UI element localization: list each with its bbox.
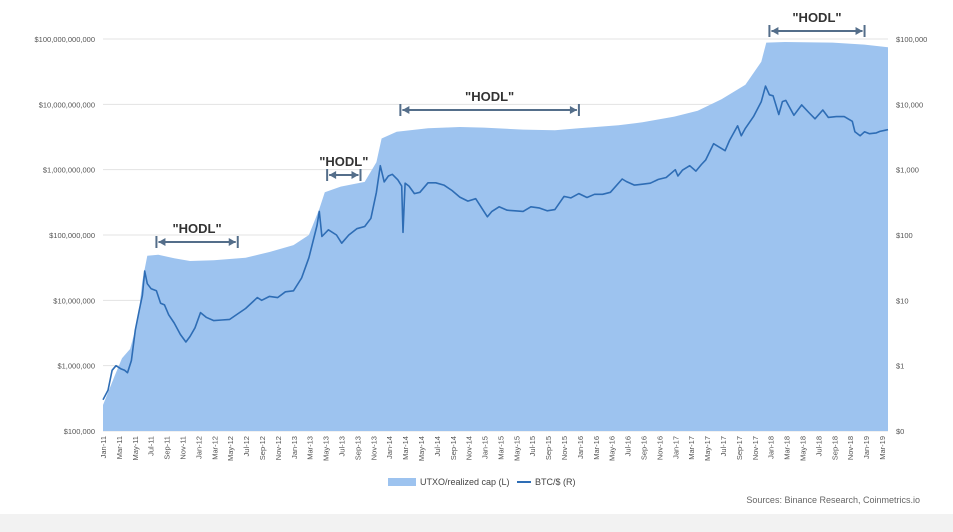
x-tick-label: May-16 — [608, 436, 617, 461]
y-right-tick-label: $100,000 — [896, 35, 927, 44]
x-tick-label: May-14 — [417, 436, 426, 461]
y-right-tick-label: $1,000 — [896, 166, 919, 175]
x-tick-label: Jul-16 — [624, 436, 633, 456]
x-tick-label: Jul-15 — [528, 436, 537, 456]
hodl-annotations: "HODL" "HODL" "HODL" "HODL" — [155, 10, 866, 248]
btc-price-line — [102, 85, 889, 401]
x-tick-label: Sep-15 — [544, 436, 553, 460]
legend: UTXO/realized cap (L) BTC/$ (R) — [388, 477, 576, 487]
hodl-arrow-right — [569, 106, 577, 114]
y-left-tick-label: $10,000,000,000 — [39, 100, 95, 109]
legend-area-label: UTXO/realized cap (L) — [420, 477, 510, 487]
y-axis-right: $0 $1 $10 $100 $1,000 $10,000 $100,000 — [896, 35, 927, 436]
hodl-label: "HODL" — [319, 154, 368, 169]
x-tick-label: Jul-12 — [242, 436, 251, 456]
hodl-arrow-left — [329, 171, 337, 179]
x-tick-label: Mar-14 — [401, 436, 410, 460]
x-tick-label: Mar-19 — [878, 436, 887, 460]
x-tick-label: Nov-13 — [369, 436, 378, 460]
x-tick-label: Jan-12 — [194, 436, 203, 459]
x-tick-label: Nov-12 — [274, 436, 283, 460]
x-tick-label: Jan-15 — [481, 436, 490, 459]
x-tick-label: Mar-16 — [592, 436, 601, 460]
x-tick-label: Mar-15 — [496, 436, 505, 460]
x-tick-label: Mar-17 — [687, 436, 696, 460]
y-left-tick-label: $100,000,000,000 — [35, 35, 95, 44]
x-tick-label: Mar-18 — [783, 436, 792, 460]
x-tick-label: Nov-15 — [560, 436, 569, 460]
y-axis-left: $100,000 $1,000,000 $10,000,000 $100,000,00… — [35, 35, 95, 436]
x-tick-label: May-18 — [799, 436, 808, 461]
x-tick-label: Sep-13 — [353, 436, 362, 460]
y-right-tick-label: $100 — [896, 231, 913, 240]
utxo-area — [103, 42, 888, 431]
legend-line-label: BTC/$ (R) — [535, 477, 576, 487]
x-tick-label: Sep-17 — [735, 436, 744, 460]
x-tick-label: Jan-16 — [576, 436, 585, 459]
hodl-annotation: "HODL" — [319, 154, 368, 181]
x-tick-label: May-11 — [131, 436, 140, 460]
x-tick-label: Sep-16 — [640, 436, 649, 460]
x-tick-label: Nov-17 — [751, 436, 760, 460]
legend-area-swatch — [388, 478, 416, 486]
x-tick-label: May-15 — [512, 436, 521, 461]
x-tick-label: Mar-12 — [210, 436, 219, 460]
x-tick-label: Jan-17 — [671, 436, 680, 459]
x-tick-label: May-13 — [322, 436, 331, 461]
x-tick-label: Mar-13 — [306, 436, 315, 460]
x-tick-label: Nov-16 — [655, 436, 664, 460]
hodl-arrow-left — [771, 27, 779, 35]
x-tick-label: Jan-11 — [99, 436, 108, 458]
x-tick-label: Sep-12 — [258, 436, 267, 460]
hodl-label: "HODL" — [465, 89, 514, 104]
utxo-area-series — [103, 42, 888, 431]
btc-price-series — [102, 85, 889, 401]
x-tick-label: Mar-11 — [115, 436, 124, 459]
hodl-annotation: "HODL" — [768, 10, 866, 37]
y-left-tick-label: $10,000,000 — [53, 296, 95, 305]
x-tick-label: May-17 — [703, 436, 712, 461]
bottom-strip — [0, 514, 953, 532]
source-note: Sources: Binance Research, Coinmetrics.i… — [746, 495, 920, 505]
hodl-annotation: "HODL" — [399, 89, 580, 116]
y-left-tick-label: $100,000 — [64, 427, 95, 436]
y-right-tick-label: $1 — [896, 362, 904, 371]
hodl-arrow-right — [228, 238, 236, 246]
x-tick-label: Nov-14 — [465, 436, 474, 460]
x-tick-label: Jul-14 — [433, 436, 442, 456]
x-tick-label: Jan-19 — [862, 436, 871, 459]
y-left-tick-label: $1,000,000,000 — [43, 166, 95, 175]
y-right-tick-label: $10,000 — [896, 100, 923, 109]
x-tick-label: Jul-11 — [147, 436, 156, 456]
hodl-arrow-left — [158, 238, 166, 246]
hodl-arrow-left — [402, 106, 410, 114]
x-tick-label: Sep-11 — [163, 436, 172, 460]
x-tick-label: May-12 — [226, 436, 235, 461]
x-tick-label: Sep-18 — [830, 436, 839, 460]
y-left-tick-label: $100,000,000 — [49, 231, 95, 240]
hodl-label: "HODL" — [173, 221, 222, 236]
x-axis: Jan-11 Mar-11 May-11 Jul-11 Sep-11 Nov-11 Jan-… — [99, 436, 887, 461]
y-left-tick-label: $1,000,000 — [57, 362, 95, 371]
x-tick-label: Sep-14 — [449, 436, 458, 460]
y-right-tick-label: $10 — [896, 296, 909, 305]
x-tick-label: Jul-18 — [814, 436, 823, 456]
hodl-annotation: "HODL" — [155, 221, 239, 248]
x-tick-label: Nov-18 — [846, 436, 855, 460]
hodl-label: "HODL" — [792, 10, 841, 25]
x-tick-label: Jan-14 — [385, 436, 394, 459]
y-right-tick-label: $0 — [896, 427, 904, 436]
hodl-arrow-right — [351, 171, 359, 179]
x-tick-label: Jan-18 — [767, 436, 776, 459]
x-tick-label: Jul-13 — [338, 436, 347, 456]
x-tick-label: Jul-17 — [719, 436, 728, 456]
x-tick-label: Nov-11 — [179, 436, 188, 460]
hodl-arrow-right — [855, 27, 863, 35]
x-tick-label: Jan-13 — [290, 436, 299, 459]
